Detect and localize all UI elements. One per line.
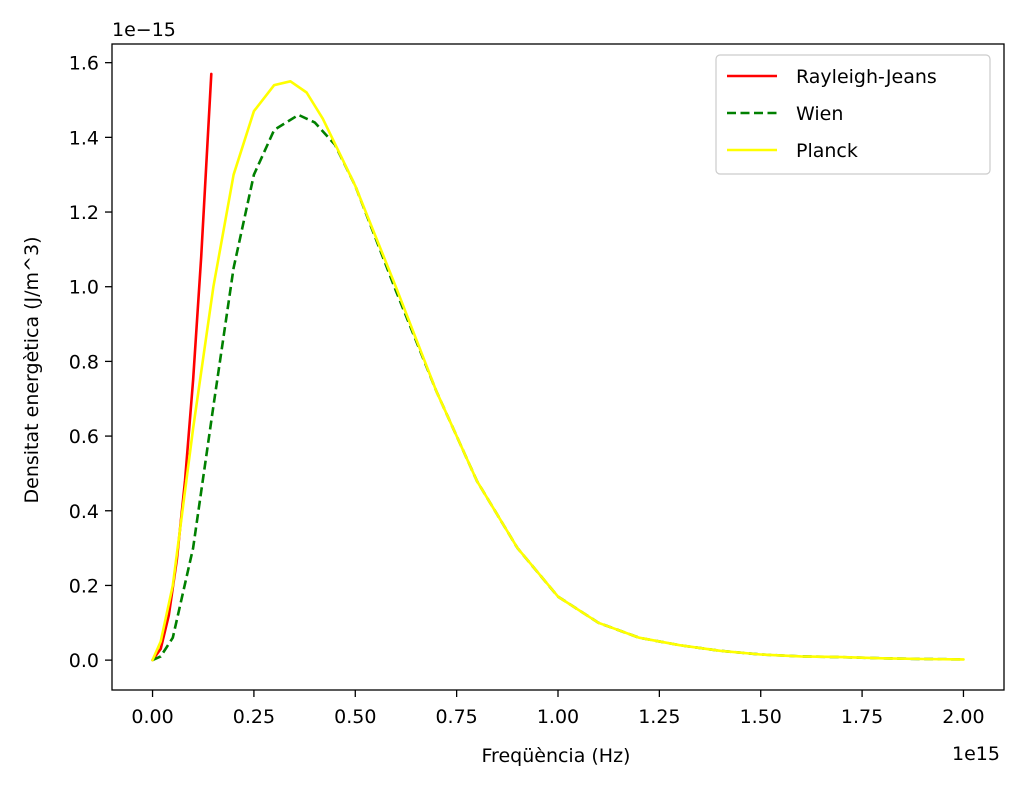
x-offset-label: 1e15 [952,743,1000,765]
y-axis: 0.0 0.2 0.4 0.6 0.8 1.0 1.2 1.4 1.6 [69,53,112,672]
legend-label: Planck [796,140,858,162]
y-tick-label: 1.4 [69,127,99,149]
x-axis: 0.00 0.25 0.50 0.75 1.00 1.25 1.50 1.75 2.00 [131,690,985,728]
x-tick-label: 1.25 [638,706,680,728]
x-tick-label: 0.25 [233,706,275,728]
y-tick-label: 0.4 [69,501,99,523]
y-tick-label: 1.2 [69,202,99,224]
y-tick-label: 0.6 [69,426,99,448]
y-offset-label: 1e−15 [112,19,176,41]
x-tick-label: 0.50 [334,706,376,728]
series-line-planck [151,80,965,662]
x-tick-label: 0.75 [435,706,477,728]
legend-box [715,54,991,175]
y-tick-label: 0.8 [69,351,99,373]
y-tick-label: 0.2 [69,575,99,597]
series-layer [151,72,965,662]
x-tick-label: 1.75 [841,706,883,728]
y-axis-label: Densitat energètica (J/m^3) [21,237,43,504]
x-tick-label: 1.50 [740,706,782,728]
x-axis-label: Freqüència (Hz) [482,745,631,767]
legend: Rayleigh-Jeans Wien Planck [715,54,991,175]
x-tick-label: 2.00 [942,706,984,728]
y-tick-label: 1.0 [69,277,99,299]
x-tick-label: 0.00 [131,706,173,728]
x-tick-label: 1.00 [537,706,579,728]
legend-label: Wien [796,103,843,125]
legend-label: Rayleigh-Jeans [796,66,937,88]
y-tick-label: 1.6 [69,53,99,75]
y-tick-label: 0.0 [69,650,99,672]
